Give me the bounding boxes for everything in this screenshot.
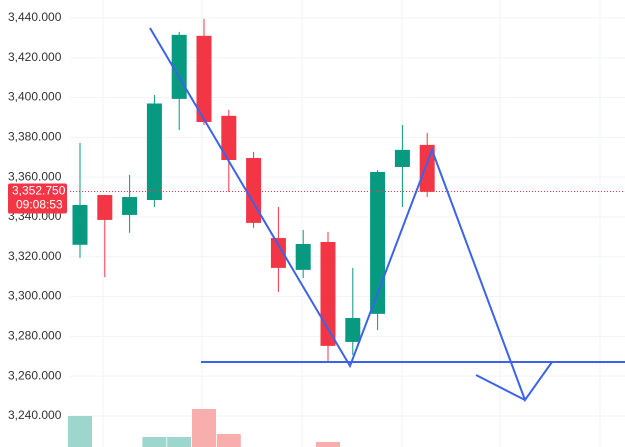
y-tick-label: 3,420.000 (8, 50, 62, 64)
y-tick-label: 3,360.000 (8, 169, 62, 183)
volume-bar (142, 437, 167, 447)
trend-drawing (149, 27, 553, 403)
candle-body (320, 242, 336, 346)
y-tick-label: 3,380.000 (8, 129, 62, 143)
candle-body (270, 238, 286, 268)
volume-bar (167, 437, 192, 447)
grid (70, 17, 625, 417)
countdown-label: 09:08:53 (16, 198, 63, 212)
axis: 3,240.000 3,260.000 3,280.000 3,300.000 3,32… (8, 10, 67, 422)
price-label-box (8, 183, 67, 214)
candle-body (72, 204, 88, 245)
candle-body (97, 195, 113, 220)
candles (70, 18, 625, 363)
candle-body (370, 171, 386, 314)
volume-bar (316, 442, 340, 447)
candle-body (345, 318, 361, 342)
candle-body (122, 197, 138, 215)
volume-bar (68, 416, 92, 447)
trend-drawing (475, 374, 526, 401)
y-tick-label: 3,320.000 (8, 249, 62, 263)
y-tick-label: 3,260.000 (8, 368, 62, 382)
candle-body (394, 149, 410, 167)
y-tick-label: 3,280.000 (8, 329, 62, 343)
volume (68, 409, 340, 447)
candle-body (419, 144, 435, 192)
y-tick-label: 3,440.000 (8, 10, 62, 24)
candle-body (196, 35, 212, 122)
volume-bar (216, 434, 241, 447)
y-tick-label: 3,300.000 (8, 289, 62, 303)
volume-bar (192, 409, 216, 447)
candle-body (295, 243, 311, 270)
candle-body (246, 158, 262, 223)
y-tick-label: 3,240.000 (8, 408, 62, 422)
candle-body (146, 103, 162, 201)
candle-body (221, 115, 237, 161)
drawings (149, 27, 625, 403)
y-tick-label: 3,400.000 (8, 90, 62, 104)
price-label: 3,352.750 (12, 184, 66, 198)
